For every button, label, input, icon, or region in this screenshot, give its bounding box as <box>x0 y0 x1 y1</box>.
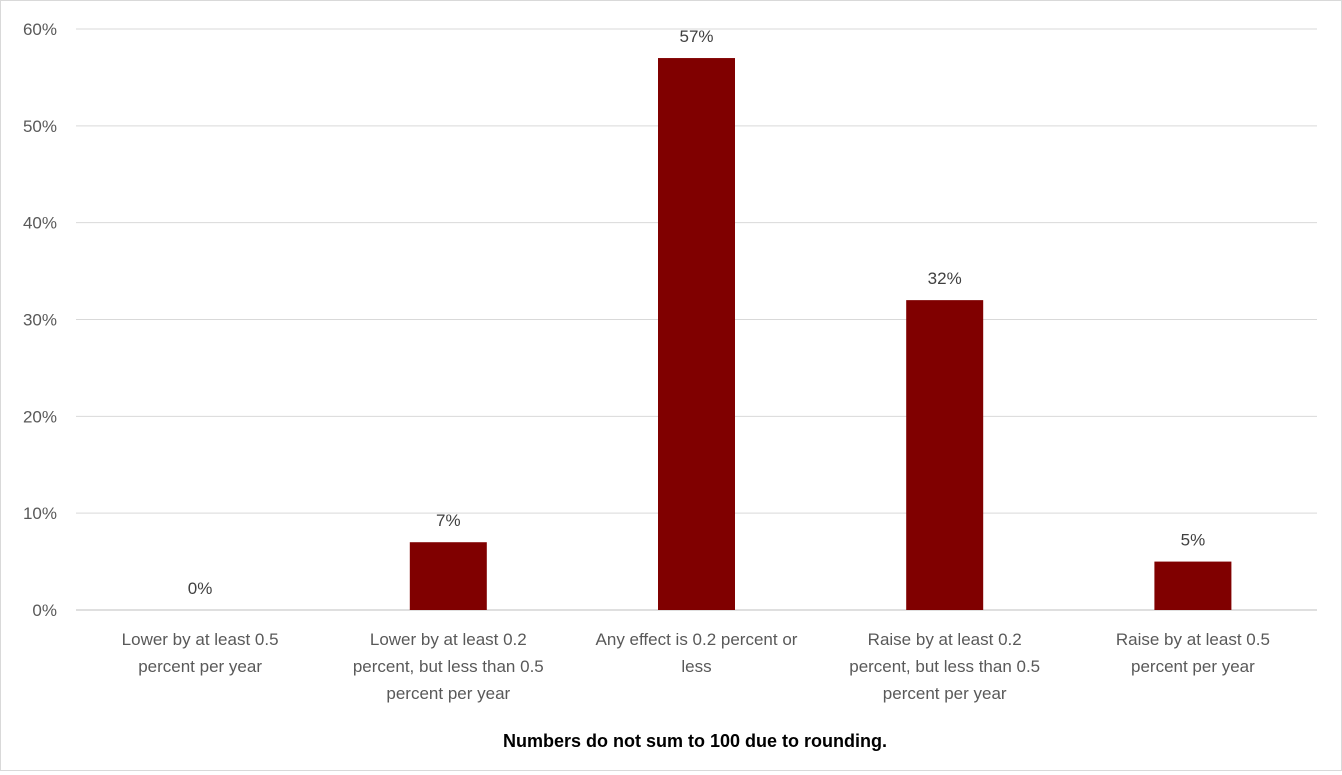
data-label: 5% <box>1181 531 1206 550</box>
y-tick-label: 10% <box>23 504 57 523</box>
category-label-line: Raise by at least 0.5 <box>1116 630 1270 649</box>
category-label-line: less <box>681 657 711 676</box>
bar <box>906 300 984 610</box>
category-label-line: Lower by at least 0.5 <box>122 630 279 649</box>
category-label: Any effect is 0.2 percent or less <box>596 630 798 676</box>
category-label: Lower by at least 0.5 percent per year <box>122 630 279 676</box>
category-label: Raise by at least 0.5 percent per year <box>1116 630 1270 676</box>
category-label: Lower by at least 0.2 percent, but less t… <box>353 630 544 703</box>
y-axis-ticks: 0% 10% 20% 30% 40% 50% 60% <box>23 20 57 620</box>
data-label: 0% <box>188 579 213 598</box>
y-tick-label: 20% <box>23 407 57 426</box>
y-tick-label: 40% <box>23 214 57 233</box>
category-label-line: percent, but less than 0.5 <box>849 657 1040 676</box>
category-label-line: percent, but less than 0.5 <box>353 657 544 676</box>
category-label-line: percent per year <box>386 684 510 703</box>
y-tick-label: 0% <box>32 601 57 620</box>
category-label-line: percent per year <box>138 657 262 676</box>
data-labels: 0% 7% 57% 32% 5% <box>188 27 1205 598</box>
category-label-line: Any effect is 0.2 percent or <box>596 630 798 649</box>
data-label: 7% <box>436 511 461 530</box>
bar <box>658 58 735 611</box>
category-label-line: percent per year <box>1131 657 1255 676</box>
data-label: 32% <box>928 269 962 288</box>
category-label: Raise by at least 0.2 percent, but less t… <box>849 630 1040 703</box>
chart-footnote: Numbers do not sum to 100 due to roundin… <box>503 731 887 751</box>
y-tick-label: 60% <box>23 20 57 39</box>
y-tick-label: 30% <box>23 311 57 330</box>
category-label-line: Lower by at least 0.2 <box>370 630 527 649</box>
bars <box>409 58 1232 611</box>
bar <box>1154 561 1232 610</box>
bar <box>409 542 487 610</box>
category-label-line: Raise by at least 0.2 <box>868 630 1022 649</box>
y-tick-label: 50% <box>23 117 57 136</box>
x-axis-categories: Lower by at least 0.5 percent per yearLow… <box>122 630 1270 703</box>
data-label: 57% <box>679 27 713 46</box>
category-label-line: percent per year <box>883 684 1007 703</box>
